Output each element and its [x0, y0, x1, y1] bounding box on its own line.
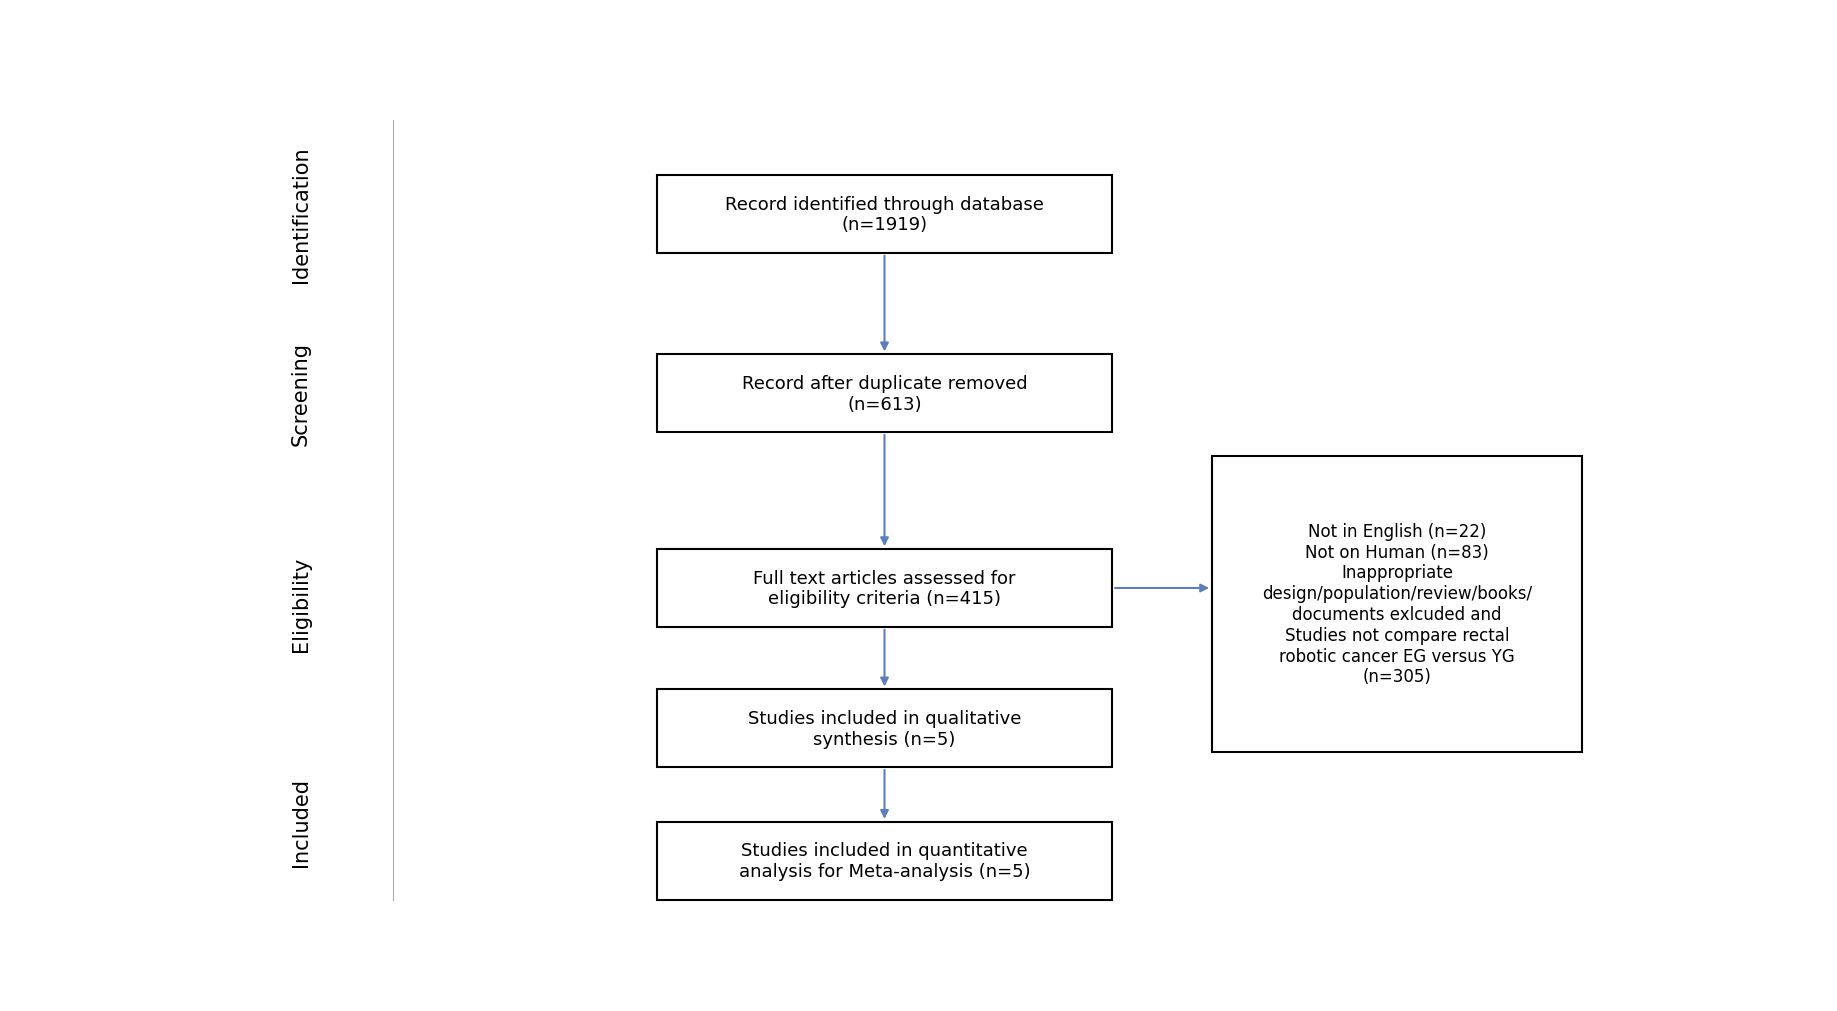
Text: Studies included in quantitative
analysis for Meta-analysis (n=5): Studies included in quantitative analysi…	[738, 841, 1031, 881]
Text: Full text articles assessed for
eligibility criteria (n=415): Full text articles assessed for eligibil…	[753, 569, 1016, 608]
Text: Studies included in qualitative
synthesis (n=5): Studies included in qualitative synthesi…	[748, 709, 1021, 748]
FancyBboxPatch shape	[658, 822, 1113, 900]
FancyBboxPatch shape	[658, 355, 1113, 433]
Text: Identification: Identification	[290, 147, 310, 283]
Text: Not in English (n=22)
Not on Human (n=83)
Inappropriate
design/population/review: Not in English (n=22) Not on Human (n=83…	[1262, 523, 1532, 685]
Text: Record after duplicate removed
(n=613): Record after duplicate removed (n=613)	[742, 374, 1027, 413]
FancyBboxPatch shape	[1212, 456, 1582, 752]
Text: Screening: Screening	[290, 342, 310, 446]
FancyBboxPatch shape	[658, 690, 1113, 767]
Text: Eligibility: Eligibility	[290, 556, 310, 652]
Text: Included: Included	[290, 777, 310, 866]
FancyBboxPatch shape	[658, 549, 1113, 627]
FancyBboxPatch shape	[658, 176, 1113, 254]
Text: Record identified through database
(n=1919): Record identified through database (n=19…	[726, 195, 1043, 235]
